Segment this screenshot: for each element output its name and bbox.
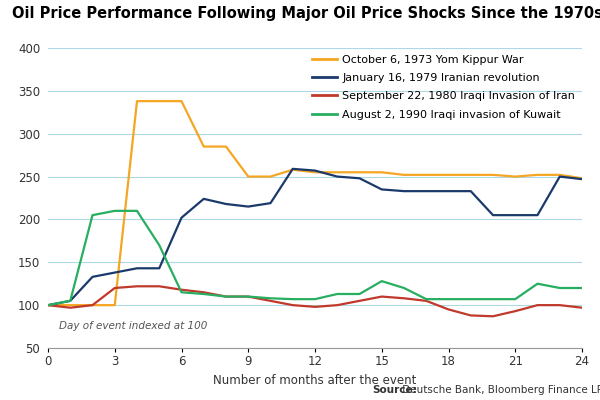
Text: Deutsche Bank, Bloomberg Finance LP: Deutsche Bank, Bloomberg Finance LP — [399, 385, 600, 395]
X-axis label: Number of months after the event: Number of months after the event — [214, 374, 416, 386]
Text: Day of event indexed at 100: Day of event indexed at 100 — [59, 321, 208, 331]
Text: Oil Price Performance Following Major Oil Price Shocks Since the 1970s: Oil Price Performance Following Major Oi… — [12, 6, 600, 21]
Legend: October 6, 1973 Yom Kippur War, January 16, 1979 Iranian revolution, September 2: October 6, 1973 Yom Kippur War, January … — [309, 51, 578, 123]
Text: Source:: Source: — [372, 385, 417, 395]
